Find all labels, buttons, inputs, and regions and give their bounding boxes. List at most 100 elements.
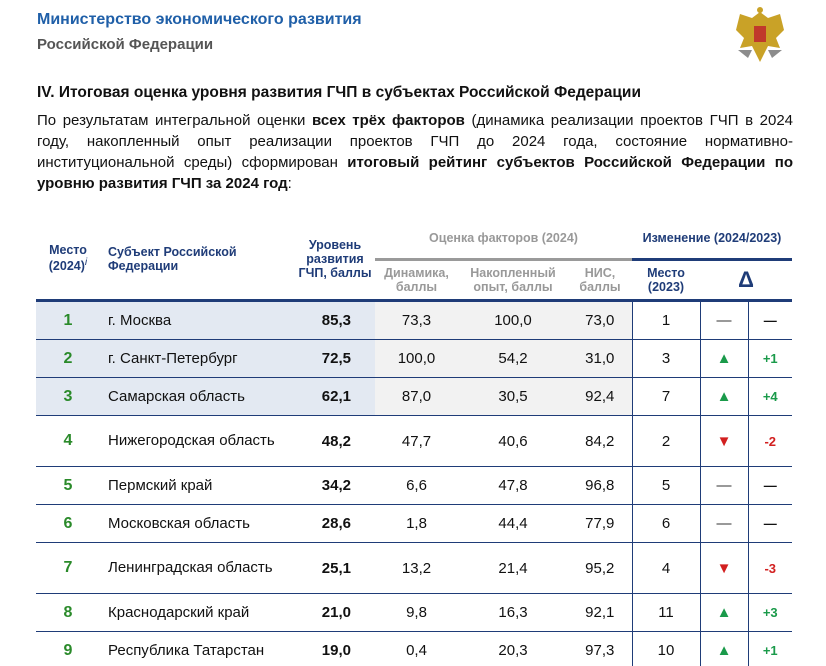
dynamics-cell: 1,8 (375, 504, 458, 543)
table-row: 3 Самарская область 62,1 87,0 30,5 92,4 7 ▲ +4 (36, 377, 792, 416)
place-2023-cell: 1 (631, 300, 701, 340)
level-cell: 62,1 (295, 377, 375, 416)
header-factors: Оценка факторов (2024) (375, 218, 632, 261)
experience-cell: 100,0 (458, 300, 568, 340)
ranking-table: Место (2024)i Субъект Российской Федерац… (36, 218, 792, 666)
trend-icon: — (700, 466, 749, 505)
level-cell: 85,3 (295, 300, 375, 340)
subject-cell: Пермский край (100, 466, 295, 505)
nis-cell: 92,1 (568, 593, 632, 632)
level-cell: 19,0 (295, 631, 375, 666)
section-title: IV. Итоговая оценка уровня развития ГЧП … (37, 84, 641, 101)
place-2023-cell: 10 (631, 631, 701, 666)
header-delta: Δ (700, 259, 792, 302)
experience-cell: 16,3 (458, 593, 568, 632)
place-2023-cell: 3 (631, 339, 701, 378)
level-cell: 28,6 (295, 504, 375, 543)
trend-icon: — (700, 300, 749, 340)
place-2023-cell: 5 (631, 466, 701, 505)
table-row: 1 г. Москва 85,3 73,3 100,0 73,0 1— — (36, 300, 792, 340)
nis-cell: 95,2 (568, 542, 632, 594)
paragraph-segment: итоговый рейтинг субъектов Российской Фе… (37, 154, 793, 192)
delta-cell: — (748, 466, 792, 505)
rank-cell: 9 (36, 631, 100, 666)
dynamics-cell: 47,7 (375, 415, 458, 467)
experience-cell: 30,5 (458, 377, 568, 416)
delta-cell: -3 (748, 542, 792, 594)
delta-cell: -2 (748, 415, 792, 467)
paragraph-segment: (динамика реализации проектов ГЧП в 2024… (37, 112, 794, 171)
header-change: Изменение (2024/2023) (632, 218, 792, 261)
place-2023-cell: 7 (631, 377, 701, 416)
header-place: Место (2024)i (36, 218, 100, 302)
place-2023-cell: 11 (631, 593, 701, 632)
trend-icon: ▼ (700, 542, 749, 594)
ministry-name-line2: Российской Федерации (37, 36, 214, 53)
trend-icon: ▼ (700, 415, 749, 467)
level-cell: 25,1 (295, 542, 375, 594)
level-cell: 48,2 (295, 415, 375, 467)
table-row: 8 Краснодарский край 21,0 9,8 16,3 92,1 11 ▲ +3 (36, 593, 792, 632)
delta-cell: +1 (748, 339, 792, 378)
table-row: 7 Ленинградская область 25,1 13,2 21,4 95,2 4 ▼… (36, 542, 792, 594)
experience-cell: 54,2 (458, 339, 568, 378)
subject-cell: Московская область (100, 504, 295, 543)
dynamics-cell: 87,0 (375, 377, 458, 416)
dynamics-cell: 13,2 (375, 542, 458, 594)
paragraph-segment: По результатам интегральной оценки (37, 112, 312, 129)
delta-cell: — (748, 504, 792, 543)
rank-cell: 2 (36, 339, 100, 378)
experience-cell: 21,4 (458, 542, 568, 594)
rank-cell: 8 (36, 593, 100, 632)
header-place-2023: Место (2023) (632, 259, 700, 302)
table-row: 6 Московская область 28,6 1,8 44,4 77,9 6— — (36, 504, 792, 543)
rank-cell: 6 (36, 504, 100, 543)
table-row: 2 г. Санкт-Петербург 72,5 100,0 54,2 31,0 3 ▲ +1 (36, 339, 792, 378)
level-cell: 72,5 (295, 339, 375, 378)
level-cell: 34,2 (295, 466, 375, 505)
subject-cell: Республика Татарстан (100, 631, 295, 666)
level-cell: 21,0 (295, 593, 375, 632)
paragraph-segment: всех трёх факторов (311, 112, 465, 129)
delta-cell: +4 (748, 377, 792, 416)
dynamics-cell: 0,4 (375, 631, 458, 666)
dynamics-cell: 100,0 (375, 339, 458, 378)
rank-cell: 3 (36, 377, 100, 416)
trend-icon: ▲ (700, 593, 749, 632)
header-nis: НИС, баллы (568, 259, 632, 302)
table-row: 4 Нижегородская область 48,2 47,7 40,6 84,2 2 ▼… (36, 415, 792, 467)
subject-cell: Краснодарский край (100, 593, 295, 632)
trend-icon: — (700, 504, 749, 543)
ministry-name: Министерство экономического развития (37, 11, 362, 28)
experience-cell: 40,6 (458, 415, 568, 467)
paragraph-segment: : (287, 175, 292, 192)
trend-icon: ▲ (700, 377, 749, 416)
nis-cell: 31,0 (568, 339, 632, 378)
dynamics-cell: 73,3 (375, 300, 458, 340)
experience-cell: 44,4 (458, 504, 568, 543)
subject-cell: г. Москва (100, 300, 295, 340)
dynamics-cell: 6,6 (375, 466, 458, 505)
header-subject: Субъект Российской Федерации (100, 218, 295, 302)
delta-cell: +3 (748, 593, 792, 632)
trend-icon: ▲ (700, 631, 749, 666)
rank-cell: 5 (36, 466, 100, 505)
subject-cell: г. Санкт-Петербург (100, 339, 295, 378)
nis-cell: 97,3 (568, 631, 632, 666)
nis-cell: 77,9 (568, 504, 632, 543)
nis-cell: 73,0 (568, 300, 632, 340)
coat-of-arms-icon (736, 7, 784, 62)
dynamics-cell: 9,8 (375, 593, 458, 632)
header-dynamics: Динамика, баллы (375, 259, 458, 302)
subject-cell: Самарская область (100, 377, 295, 416)
table-row: 5 Пермский край 34,2 6,6 47,8 96,8 5— — (36, 466, 792, 505)
experience-cell: 20,3 (458, 631, 568, 666)
intro-paragraph: По результатам интегральной оценки всех … (37, 110, 793, 194)
nis-cell: 84,2 (568, 415, 632, 467)
table-row: 9 Республика Татарстан 19,0 0,4 20,3 97,3 10 ▲ +… (36, 631, 792, 666)
rank-cell: 1 (36, 300, 100, 340)
place-2023-cell: 4 (631, 542, 701, 594)
nis-cell: 96,8 (568, 466, 632, 505)
subject-cell: Ленинградская область (100, 542, 295, 594)
